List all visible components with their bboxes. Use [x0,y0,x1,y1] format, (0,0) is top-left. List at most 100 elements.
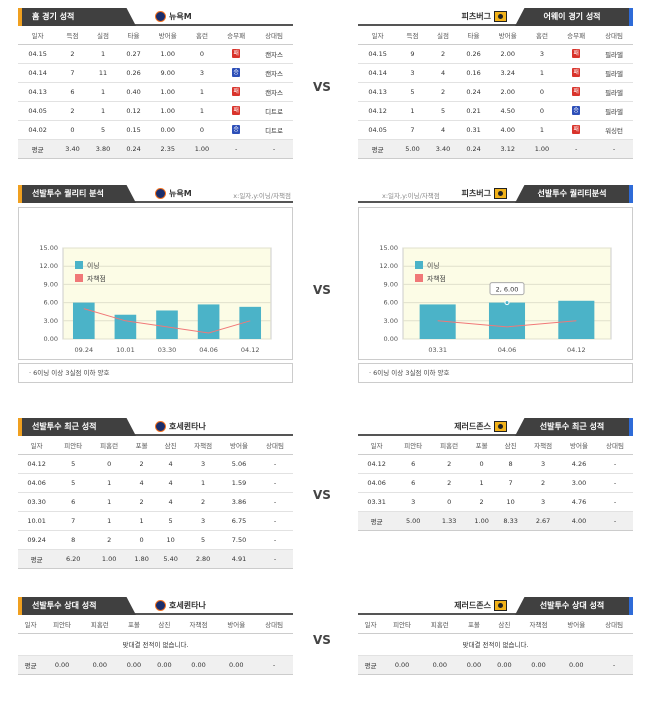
mets-logo-icon [155,188,166,199]
table-cell: 10 [156,530,186,550]
column-header: 상대팀 [597,436,633,455]
table-cell: 패 [217,82,256,102]
column-header: 자책점 [519,615,558,634]
average-cell: - [595,139,633,159]
table-cell: 04.13 [18,82,58,102]
table-cell: 3 [525,492,562,512]
average-cell: 0.00 [489,655,520,675]
table-cell: 3 [185,454,222,474]
table-cell: 1 [186,101,218,121]
average-cell: 0.00 [118,655,150,675]
table-cell: - [257,473,293,493]
home-team-name: 뉴욕M [169,12,192,21]
table-row: 04.05 2 1 0.12 1.00 1 패 디트로 [18,101,293,121]
earned-runs-line [437,320,577,328]
average-cell: 3.40 [427,139,459,159]
y-tick-label: 9.00 [384,280,398,288]
mets-logo-icon [155,421,166,432]
table-cell: 03.30 [18,492,56,512]
table-cell: 1 [526,120,558,140]
recent-left-title: 선발투수 최근 성적 [18,418,136,436]
table-cell: 3 [185,511,222,531]
table-cell: 3 [397,63,428,83]
innings-bar [114,314,137,339]
table-cell: 04.05 [18,101,58,121]
table-cell: 6 [57,82,88,102]
y-tick-label: 3.00 [384,317,398,325]
average-cell: 3.40 [57,139,88,159]
table-cell: 패 [217,44,256,64]
column-header: 일자 [358,436,396,455]
table-row: 04.05 7 4 0.31 4.00 1 패 워싱턴 [358,120,633,140]
table-cell: 04.05 [358,120,398,140]
average-cell: 0.00 [519,655,558,675]
innings-bar [197,304,220,339]
column-header: 실점 [87,26,119,45]
table-cell: 4 [127,473,157,493]
loss-badge: 패 [232,106,241,115]
average-cell: 2.80 [185,549,222,569]
table-cell: 패 [557,44,596,64]
table-cell: 2 [57,101,88,121]
loss-badge: 패 [572,125,581,134]
average-cell: 1.00 [467,511,497,531]
quality-right-team-name: 피츠버그 [461,189,491,198]
recent-left-pitcher: 호세퀸타나 [169,422,206,431]
average-cell: 0.00 [43,655,81,675]
y-tick-label: 3.00 [44,317,58,325]
column-header: 상대팀 [595,615,633,634]
table-cell: - [257,454,293,474]
table-cell: 8 [55,530,92,550]
table-cell: 필라델 [595,44,633,64]
table-cell: 1 [397,101,428,121]
table-cell: 04.14 [358,63,398,83]
average-cell: 평균 [18,549,56,569]
table-cell: 2 [91,530,128,550]
average-cell: - [597,511,633,531]
earned-runs-line [83,308,251,334]
table-cell: 승 [217,63,256,83]
average-cell: 3.12 [488,139,527,159]
column-header: 일자 [18,436,56,455]
away-record-table: 일자 득점 실점 타율 방어율 홈런 승무패 상대팀 04.15 9 2 0.26 2.00 3 패 필라델 0… [358,26,633,159]
table-cell: 2 [57,44,88,64]
table-cell: 3 [526,44,558,64]
average-row: 평균 6.20 1.00 1.80 5.40 2.80 4.91- [18,549,293,569]
column-header: 상대팀 [257,436,293,455]
column-header: 일자 [18,615,44,634]
y-tick-label: 15.00 [39,244,58,252]
table-cell: 1.00 [148,82,187,102]
table-cell: 5 [397,82,428,102]
table-cell: 4 [427,120,459,140]
table-cell: 캔자스 [255,63,293,83]
table-cell: 2 [185,492,222,512]
table-cell: 5 [185,530,222,550]
column-header: 포볼 [118,615,150,634]
legend-swatch [75,261,83,269]
x-tick-label: 04.06 [498,346,517,354]
table-cell: 6 [55,492,92,512]
y-tick-label: 0.00 [44,335,58,343]
table-cell: 0.00 [148,120,187,140]
h2h-right-header: 제러드존스 선발투수 상대 성적 [358,597,633,615]
table-cell: 7 [57,63,88,83]
table-cell: 3.00 [561,473,597,493]
average-cell: 0.00 [149,655,180,675]
table-cell: 1 [467,473,497,493]
table-row: 04.12 5 0 2 4 3 5.06- [18,454,293,474]
table-cell: 04.14 [18,63,58,83]
average-cell: 1.00 [186,139,218,159]
vs-label: VS [313,488,331,502]
table-cell: 3 [525,454,562,474]
home-record-header: 홈 경기 성적 뉴욕M [18,8,293,26]
quality-right-panel: x:일자,y:이닝/자책점 피츠버그 선발투수 퀄리티분석 15.00 12.00… [358,185,633,383]
column-header: 득점 [397,26,428,45]
column-header: 자책점 [525,436,562,455]
legend-label: 자책점 [87,274,106,283]
quality-chart-left: 15.00 12.00 9.00 6.00 3.00 0.00 09.24 10.01 03.3… [18,207,293,360]
table-cell: 0.12 [118,101,149,121]
table-cell: 2.00 [488,44,527,64]
column-header: 방어율 [221,436,257,455]
table-cell: 0.26 [458,44,489,64]
table-cell: 1 [127,511,157,531]
